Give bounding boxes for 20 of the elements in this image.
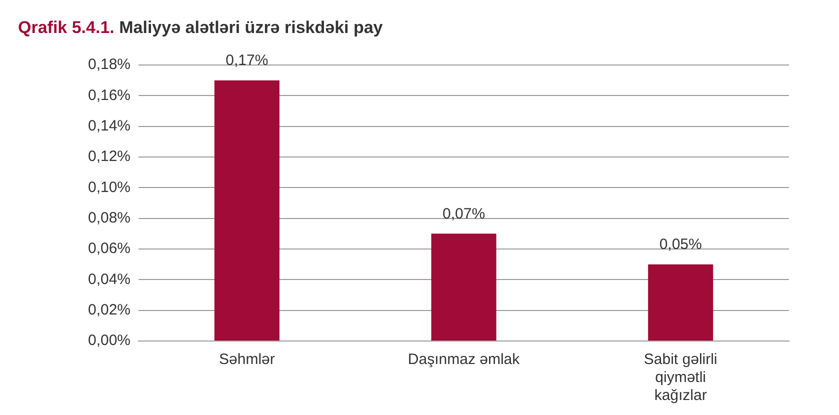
y-tick-label: 0,02% [88,301,131,318]
data-label: 0,17% [226,52,268,69]
y-tick-label: 0,08% [88,209,131,226]
y-tick-label: 0,18% [88,56,131,74]
y-tick-label: 0,10% [88,178,131,196]
bar [648,264,714,340]
y-tick-label: 0,12% [88,148,131,166]
y-tick-label: 0,06% [88,240,131,258]
data-label: 0,05% [659,236,702,253]
y-tick-label: 0,00% [88,332,131,350]
bar [431,234,496,340]
y-tick-label: 0,14% [88,117,131,134]
data-label: 0,07% [442,205,486,222]
x-tick-label: Daşınmaz əmlak [408,351,520,368]
y-tick-label: 0,16% [88,86,131,104]
x-tick-label: Səhmlər [219,351,275,368]
bar [214,80,280,340]
chart-title: Qrafik 5.4.1. Maliyyə alətləri üzrə riskdəki pay [18,18,383,37]
x-tick-label: Sabit gəlirli qiymətli kağızlar [644,351,718,404]
y-tick-label: 0,04% [88,270,131,288]
